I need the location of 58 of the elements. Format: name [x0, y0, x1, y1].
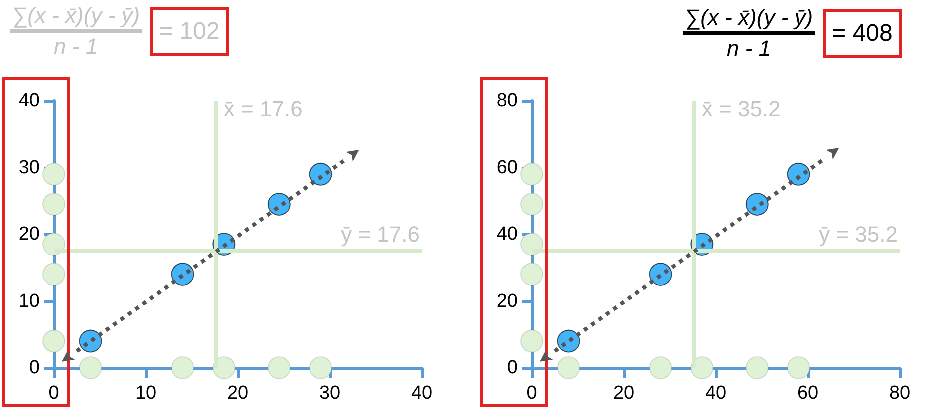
point [520, 330, 544, 353]
point [42, 263, 66, 286]
text: = 102 [150, 6, 229, 56]
y-tick-label: 0 [29, 358, 40, 378]
point [557, 330, 580, 353]
y-tick-label: 40 [18, 90, 40, 112]
point [171, 356, 194, 380]
x-tick-label: 40 [705, 383, 727, 404]
point [79, 330, 102, 353]
text: = 408 [823, 8, 902, 58]
point [520, 263, 544, 286]
point [79, 356, 102, 380]
ref-line-label: x̄ = 35.2 [702, 96, 781, 122]
y-tick-label: 60 [496, 157, 518, 178]
point [309, 162, 332, 186]
point [520, 192, 544, 216]
x-tick-label: 10 [135, 383, 157, 404]
x-tick-label: 20 [613, 383, 635, 404]
point [520, 233, 544, 256]
chart-title: ∑(x - x̄)(y - ȳ) [683, 5, 816, 35]
point [42, 330, 66, 353]
point [171, 263, 194, 286]
point [268, 192, 291, 216]
point [42, 162, 66, 186]
point [787, 162, 810, 186]
point [746, 192, 769, 216]
y-tick-label: 80 [496, 90, 518, 112]
ref-line-label: x̄ = 17.6 [224, 96, 303, 122]
point [42, 192, 66, 216]
y-tick-label: 10 [18, 290, 40, 312]
point [268, 356, 291, 380]
point [787, 356, 810, 380]
ref-line-label: ȳ = 17.6 [341, 222, 420, 248]
chart-subtitle: n - 1 [54, 33, 98, 59]
point [746, 356, 769, 380]
x-tick-label: 20 [227, 383, 249, 404]
point [520, 162, 544, 186]
x-tick-label: 0 [48, 383, 60, 404]
y-tick-label: 30 [18, 157, 40, 178]
ref-line-label: ȳ = 35.2 [819, 222, 898, 248]
point [309, 356, 332, 380]
point [42, 233, 66, 256]
y-tick-label: 20 [18, 224, 40, 245]
y-tick-label: 0 [507, 358, 518, 378]
x-tick-label: 80 [889, 383, 911, 404]
x-tick-label: 30 [319, 383, 341, 404]
x-tick-label: 60 [797, 383, 819, 404]
y-tick-label: 40 [496, 224, 518, 245]
y-tick-label: 20 [496, 290, 518, 312]
chart-title: ∑(x - x̄)(y - ȳ) [10, 3, 142, 33]
point [690, 356, 714, 380]
point [557, 356, 580, 380]
point [649, 356, 672, 380]
x-tick-label: 40 [411, 383, 433, 404]
x-tick-label: 0 [526, 383, 538, 404]
point [649, 263, 672, 286]
chart-subtitle: n - 1 [727, 35, 772, 61]
point [212, 356, 236, 380]
